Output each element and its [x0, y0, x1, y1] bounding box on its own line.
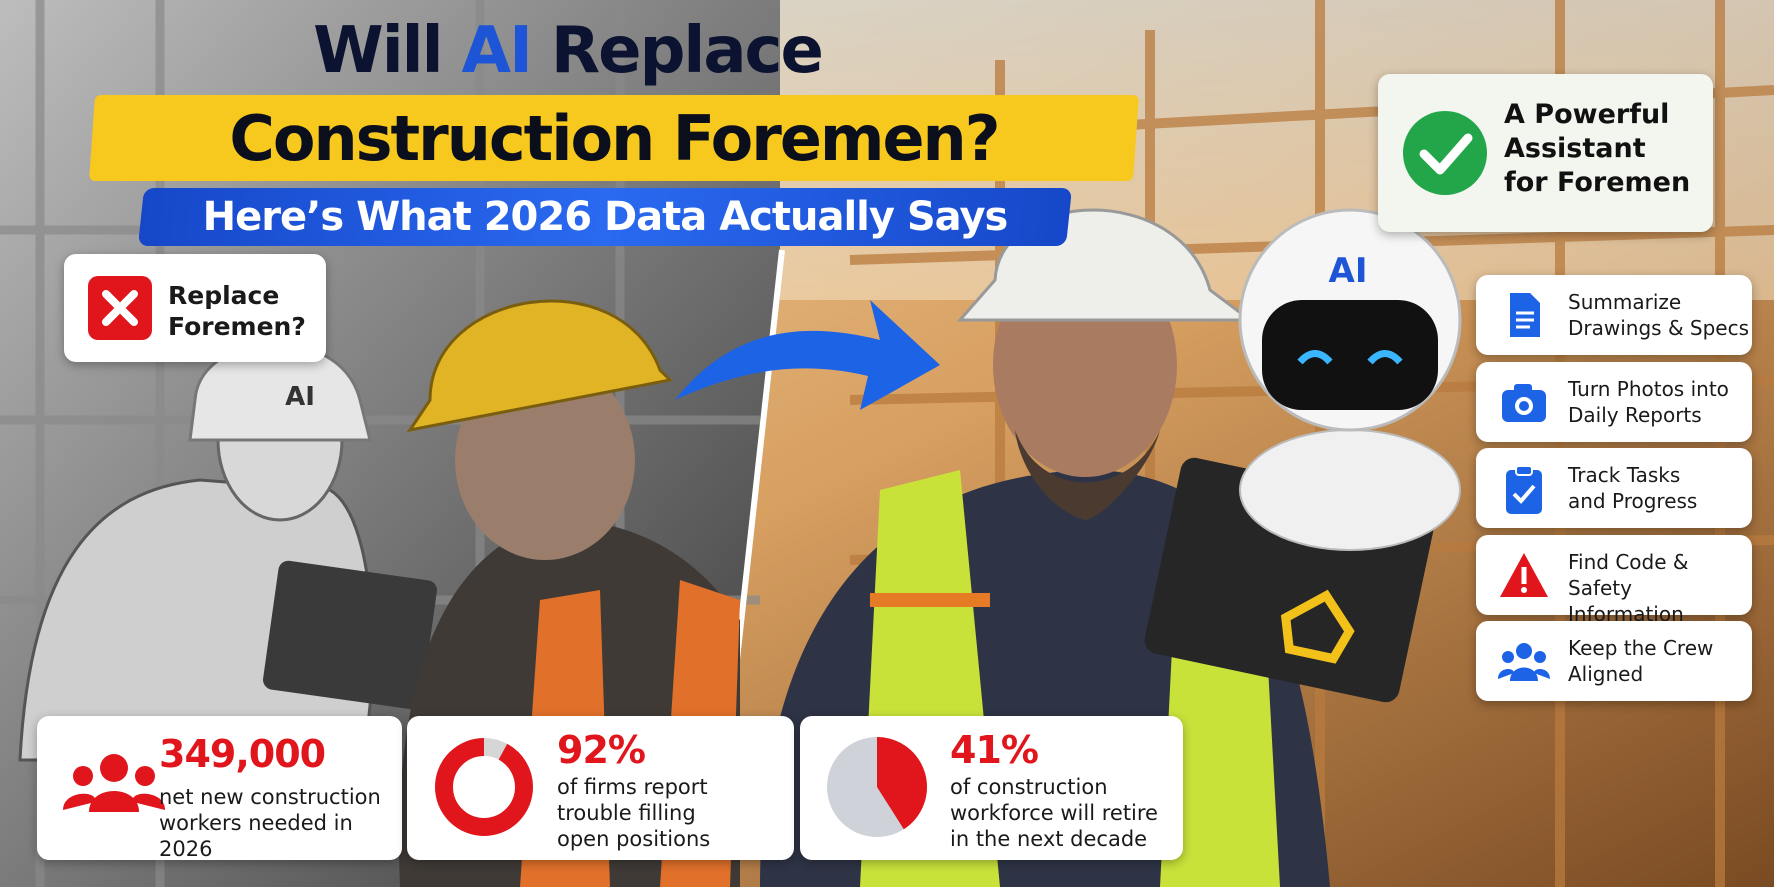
line: workforce will retire [950, 801, 1158, 825]
line: of construction [950, 775, 1108, 799]
left-callout: Replace Foremen? [64, 254, 326, 362]
left-robot: AI [18, 342, 437, 762]
icon-part [1502, 651, 1514, 663]
right-callout: A Powerful Assistant for Foremen [1378, 74, 1713, 232]
feature-card: Keep the Crew Aligned [1476, 621, 1752, 701]
icon-part [1521, 586, 1527, 593]
icon-part [1519, 400, 1529, 411]
stat-text: net new construction workers needed in 20… [159, 784, 402, 862]
line: Track Tasks [1568, 463, 1681, 487]
feature-icon [1506, 465, 1542, 514]
title-word: Replace [550, 14, 824, 88]
line: Daily Reports [1568, 402, 1702, 427]
helmet-label: AI [1329, 251, 1368, 291]
title-highlight: AI [461, 14, 533, 88]
icon-part [63, 793, 96, 810]
icon-part [89, 791, 139, 812]
line: A Powerful [1504, 99, 1670, 130]
line: Summarize [1568, 290, 1682, 314]
line: Keep the Crew [1568, 636, 1714, 660]
feature-icon [1498, 643, 1550, 681]
feature-icon [1510, 293, 1540, 337]
stat-graphic [63, 754, 165, 812]
feature-text: Summarize Drawings & Specs [1568, 289, 1749, 341]
line: Safety Information [1568, 575, 1684, 626]
line: net new construction [159, 785, 381, 809]
stat-text: of construction workforce will retire in t… [950, 774, 1158, 852]
line: Turn Photos into [1568, 376, 1729, 401]
feature-text: Track Tasks and Progress [1568, 462, 1697, 514]
line: and Progress [1568, 489, 1698, 513]
feature-icon [1502, 383, 1546, 422]
icon-part [1514, 383, 1532, 394]
pie-slice [877, 737, 927, 830]
icon-part [1510, 293, 1540, 337]
icon-part [1516, 311, 1534, 329]
icon-part [1498, 667, 1550, 681]
arrow [675, 300, 940, 410]
feature-icon [1500, 552, 1548, 597]
icon-part [73, 766, 93, 786]
line: in the next decade [950, 827, 1148, 851]
line: for Foremen [1504, 167, 1691, 198]
icon-part [1515, 465, 1533, 476]
feature-card: Track Tasks and Progress [1476, 448, 1752, 528]
line: of firms report [557, 775, 708, 799]
feature-card: Summarize Drawings & Specs [1476, 275, 1752, 355]
icon-part [1512, 484, 1536, 504]
callout-text: Replace Foremen? [168, 280, 306, 342]
title-line1: Will AI Replace [0, 14, 1135, 88]
helmet-label: AI [285, 382, 315, 412]
stat-value: 92% [557, 728, 646, 772]
feature-text: Turn Photos into Daily Reports [1568, 376, 1729, 428]
stat-value: 349,000 [159, 732, 326, 776]
line: trouble filling [557, 801, 696, 825]
line: open positions [557, 827, 711, 851]
stat-value: 41% [950, 728, 1039, 772]
icon-part [1516, 643, 1532, 659]
feature-text: Keep the Crew Aligned [1568, 635, 1713, 687]
title-word: Will [313, 14, 443, 88]
icon-part [1534, 651, 1546, 663]
feature-card: Find Code & Safety Information [1476, 534, 1752, 626]
subtitle: Here’s What 2026 Data Actually Says [202, 194, 1009, 240]
feature-text: Find Code & Safety Information [1568, 549, 1752, 627]
line: Drawings & Specs [1568, 316, 1750, 340]
stat-card: 349,000 net new construction workers neede… [37, 716, 402, 862]
line: Assistant [1504, 133, 1646, 164]
callout-text: A Powerful Assistant for Foremen [1504, 98, 1690, 200]
x-icon [88, 276, 152, 340]
line: Aligned [1568, 662, 1644, 686]
stat-card: 41% of construction workforce will retire i… [800, 716, 1183, 860]
icon-part [135, 766, 155, 786]
line: Find Code & [1568, 549, 1689, 574]
stat-graphic [827, 737, 927, 837]
stat-text: of firms report trouble filling open posit… [557, 774, 710, 852]
right-robot: AI [1238, 208, 1462, 551]
title-line2: Construction Foremen? [229, 102, 1000, 175]
stat-card: 92% of firms report trouble filling open po… [407, 716, 794, 860]
line: Foremen? [168, 312, 306, 341]
icon-part [100, 754, 128, 782]
icon-part [1521, 566, 1527, 584]
check-icon [1403, 111, 1487, 195]
icon-part [1506, 470, 1542, 514]
donut-value [435, 738, 533, 836]
line: workers needed in 2026 [159, 811, 353, 861]
feature-card: Turn Photos into Daily Reports [1476, 361, 1752, 442]
stat-graphic [435, 738, 533, 836]
icon-part [132, 793, 165, 810]
line: Replace [168, 281, 280, 310]
